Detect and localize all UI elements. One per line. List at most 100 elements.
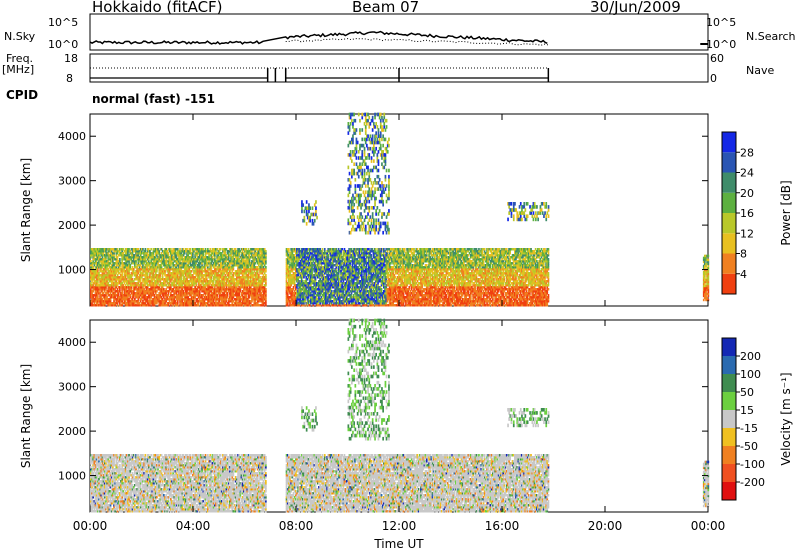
power-cell (312, 254, 315, 257)
power-cell (164, 272, 166, 275)
power-cell (218, 268, 221, 271)
power-cell (234, 298, 237, 301)
power-cell (308, 284, 311, 287)
power-cell (142, 288, 144, 291)
power-cell (214, 284, 216, 287)
power-cell (322, 278, 325, 281)
power-cell (314, 250, 317, 253)
power-cell (182, 304, 185, 307)
power-cell (159, 290, 162, 293)
power-cell (216, 276, 218, 279)
power-cell (260, 264, 262, 267)
power-cell (186, 268, 188, 271)
power-cell (167, 264, 170, 267)
power-cell (101, 266, 104, 269)
power-cell (249, 288, 252, 291)
power-cell (200, 268, 202, 271)
power-cell (260, 268, 262, 271)
power-cell (181, 250, 184, 253)
power-cell (161, 290, 164, 293)
power-cell (175, 292, 178, 295)
power-cell (285, 280, 288, 283)
power-cell (342, 254, 345, 257)
power-cell (218, 276, 221, 279)
power-cell (323, 302, 326, 305)
power-cell (97, 264, 99, 267)
power-cell (156, 296, 158, 299)
power-cell (214, 272, 216, 275)
power-cell (115, 290, 118, 293)
power-cell (165, 296, 167, 299)
power-cell (142, 248, 144, 251)
power-cell (106, 260, 108, 263)
power-cell (145, 260, 148, 263)
power-cell (116, 282, 119, 285)
power-cell (247, 254, 250, 257)
power-cell (299, 288, 302, 291)
power-cell (112, 286, 114, 289)
power-cell (164, 282, 166, 285)
power-cell (154, 302, 157, 305)
power-cell (252, 258, 254, 261)
power-cell (292, 254, 295, 257)
power-cell (201, 252, 203, 255)
power-cell (240, 286, 243, 289)
power-cell (187, 262, 189, 265)
power-cell (326, 286, 328, 289)
power-cell (167, 286, 170, 289)
power-cell (322, 260, 325, 263)
power-cell (241, 254, 244, 257)
power-cell (241, 258, 244, 261)
power-cell (243, 288, 245, 291)
power-cell (123, 292, 126, 295)
power-cell (129, 274, 132, 277)
power-cell (239, 250, 242, 253)
power-cell (171, 250, 173, 253)
power-cell (193, 282, 195, 285)
power-cell (207, 268, 209, 271)
power-cell (135, 250, 137, 253)
power-cell (330, 270, 333, 273)
power-cell (145, 296, 148, 299)
power-cell (293, 268, 296, 271)
power-cell (124, 248, 127, 251)
power-cell (158, 302, 161, 305)
power-cell (238, 282, 240, 285)
power-cell (212, 276, 215, 279)
power-cell (291, 256, 294, 259)
power-cell (198, 268, 201, 271)
power-cell (304, 284, 306, 287)
power-cell (218, 298, 221, 301)
power-cell (258, 258, 260, 261)
power-cell (215, 300, 217, 303)
power-cell (93, 304, 96, 307)
power-cell (222, 268, 224, 271)
power-cell (320, 284, 323, 287)
power-cell (136, 284, 138, 287)
power-cell (292, 302, 295, 305)
power-cell (195, 254, 198, 257)
power-cell (297, 294, 299, 297)
power-cell (197, 302, 200, 305)
power-cell (252, 304, 254, 307)
power-cell (146, 304, 149, 307)
power-cell (320, 274, 323, 277)
power-cell (241, 294, 244, 297)
power-cell (146, 296, 149, 299)
power-cell (168, 284, 171, 287)
power-cell (231, 288, 234, 291)
power-cell (215, 270, 217, 273)
power-cell (304, 248, 306, 251)
power-cell (332, 276, 334, 279)
power-cell (95, 270, 98, 273)
power-cell (289, 280, 291, 283)
power-cell (296, 270, 298, 273)
power-cell (243, 290, 245, 293)
power-cell (121, 266, 123, 269)
power-cell (340, 262, 342, 265)
power-cell (107, 300, 110, 303)
power-cell (320, 260, 323, 263)
power-heatmap-cells (90, 112, 710, 307)
power-cell (179, 282, 181, 285)
power-cell (98, 298, 100, 301)
